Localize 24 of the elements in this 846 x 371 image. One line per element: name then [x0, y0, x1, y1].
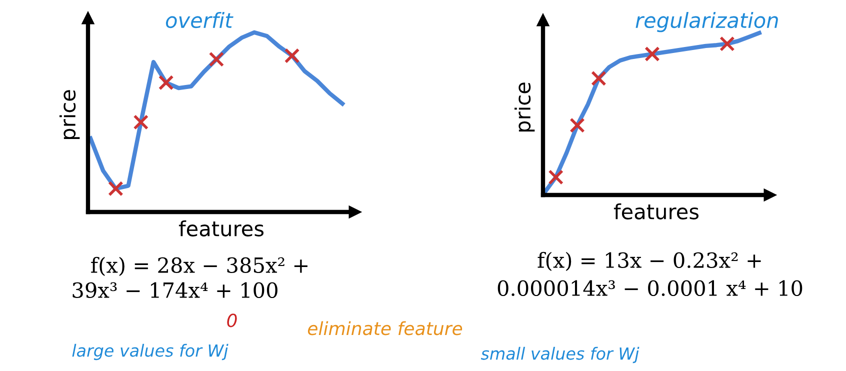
point [208, 52, 224, 67]
point [644, 46, 660, 62]
text: small values for Wj [480, 346, 640, 364]
point [720, 36, 735, 52]
y-axis-title: price [60, 90, 80, 140]
text: 0 [227, 314, 237, 328]
point [158, 75, 174, 90]
point [133, 114, 149, 130]
text: large values for Wj [72, 344, 228, 360]
point [108, 181, 124, 196]
text: f(x) = 13x − 0.23x² + [538, 252, 761, 271]
x-axis-title: features [178, 220, 264, 236]
point [570, 118, 585, 133]
text: 39x³ − 174x⁴ + 100 [72, 282, 278, 298]
text: eliminate feature [308, 321, 462, 336]
x-axis-title: features [614, 203, 699, 220]
point [591, 70, 606, 86]
chart-title: regularization [636, 12, 778, 32]
y-axis-title: price [514, 82, 535, 132]
chart-title: overfit [166, 12, 234, 28]
point [548, 170, 564, 185]
text: f(x) = 28x − 385x² + [91, 256, 308, 276]
text: 0.000014x³ − 0.0001 x⁴ + 10 [498, 280, 802, 296]
point [284, 48, 300, 64]
